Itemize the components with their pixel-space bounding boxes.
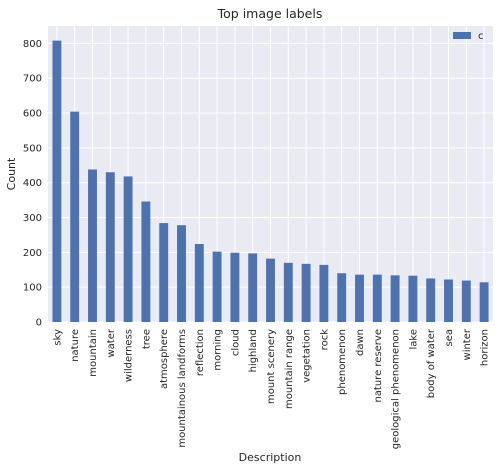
x-tick-label: nature (70, 329, 81, 362)
bar-mountain-range (283, 262, 293, 322)
x-tick-label: cloud (230, 329, 241, 356)
y-tick-label: 100 (23, 283, 42, 294)
x-tick-label: vegetation (302, 329, 313, 383)
bar-cloud (230, 252, 240, 322)
bar-morning (212, 251, 222, 322)
x-tick-label: highland (248, 329, 259, 372)
x-tick-label: reflection (195, 329, 206, 376)
legend-label: c (478, 31, 484, 42)
x-tick-label: horizon (480, 329, 491, 366)
bar-vegetation (301, 263, 311, 322)
x-tick-label: mountainous landforms (177, 329, 188, 448)
x-tick-label: winter (462, 328, 473, 360)
x-tick-label: body of water (426, 328, 437, 398)
bar-wilderness (123, 176, 133, 322)
x-tick-label: sea (444, 329, 455, 347)
bar-rock (319, 264, 329, 322)
bar-reflection (194, 243, 204, 322)
y-tick-label: 300 (23, 213, 42, 224)
x-tick-label: phenomenon (337, 329, 348, 395)
bar-mount-scenery (266, 258, 275, 322)
x-tick-label: water (106, 328, 117, 357)
bar-winter (461, 280, 471, 322)
y-tick-label: 700 (23, 74, 42, 85)
bar-horizon (479, 282, 489, 322)
x-tick-label: wilderness (124, 329, 135, 382)
bars (52, 40, 489, 322)
bar-dawn (355, 274, 364, 322)
y-tick-label: 400 (23, 178, 42, 189)
chart-title: Top image labels (217, 6, 323, 21)
y-axis-ticks: 0 100 200 300 400 500 600 700 800 (23, 39, 42, 329)
x-tick-label: atmosphere (159, 329, 170, 389)
x-tick-label: lake (408, 329, 419, 350)
bar-water (105, 172, 115, 322)
bar-mountain (88, 169, 97, 322)
x-tick-label: sky (52, 329, 63, 346)
bar-lake (408, 275, 418, 322)
x-tick-label: mount scenery (266, 329, 277, 404)
bar-sky (52, 40, 62, 322)
bar-nature-reserve (372, 274, 382, 322)
bar-phenomenon (337, 273, 347, 322)
bar-body-of-water (426, 278, 436, 322)
x-tick-label: rock (319, 329, 330, 351)
bar-highland (248, 253, 258, 322)
x-tick-label: morning (213, 329, 224, 371)
y-tick-label: 600 (23, 109, 42, 120)
y-tick-label: 500 (23, 143, 42, 154)
x-tick-label: mountain range (284, 329, 295, 409)
x-tick-label: tree (141, 329, 152, 349)
bar-tree (141, 201, 151, 322)
y-tick-label: 800 (23, 39, 42, 50)
x-tick-label: geological phenomenon (391, 329, 402, 449)
x-tick-label: nature reserve (373, 329, 384, 403)
x-axis-label: Description (239, 451, 302, 464)
x-tick-label: mountain (88, 329, 99, 377)
y-tick-label: 200 (23, 248, 42, 259)
legend-swatch (453, 32, 471, 39)
bar-sea (444, 279, 453, 322)
y-axis-label: Count (5, 157, 18, 190)
legend: c (453, 31, 484, 42)
x-axis-ticks: sky nature mountain water wilderness tree atmo… (52, 328, 490, 449)
x-tick-label: dawn (355, 329, 366, 356)
y-tick-label: 0 (36, 318, 42, 329)
bar-atmosphere (159, 223, 169, 322)
bar-nature (70, 111, 80, 322)
bar-geological-phenomenon (390, 275, 400, 322)
bar-mountainous-landforms (177, 225, 186, 322)
